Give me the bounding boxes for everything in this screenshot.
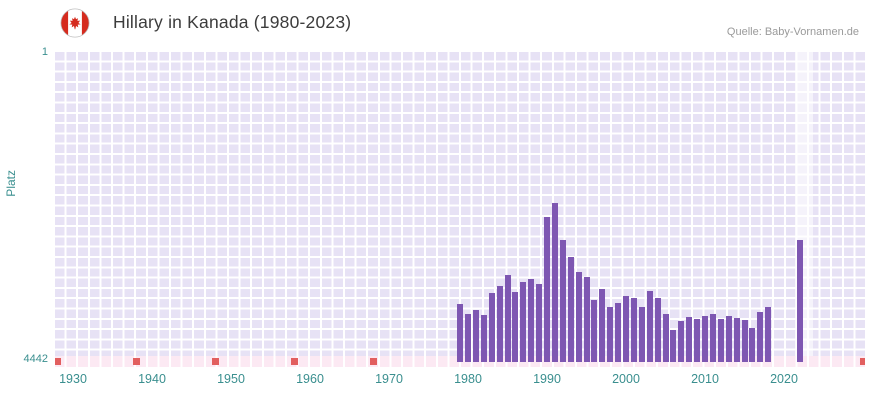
bar-1999[interactable] xyxy=(615,303,622,362)
y-tick-top: 1 xyxy=(41,46,48,58)
bar-1982[interactable] xyxy=(480,315,487,362)
bar-2008[interactable] xyxy=(686,317,693,362)
page-title: Hillary in Kanada (1980-2023) xyxy=(113,12,352,32)
bar-1994[interactable] xyxy=(575,272,582,362)
canada-flag-icon xyxy=(60,8,90,38)
bar-2016[interactable] xyxy=(749,328,756,362)
baseline-mark-1938 xyxy=(133,358,141,365)
x-tick-1990: 1990 xyxy=(533,372,561,386)
bar-1998[interactable] xyxy=(607,307,614,362)
bar-2000[interactable] xyxy=(623,296,629,362)
bar-1986[interactable] xyxy=(512,292,519,362)
baseline-mark-1948 xyxy=(212,358,220,365)
bar-2011[interactable] xyxy=(709,314,716,362)
x-tick-2000: 2000 xyxy=(612,372,640,386)
bar-1995[interactable] xyxy=(583,277,590,362)
bar-2009[interactable] xyxy=(694,319,701,362)
bar-2002[interactable] xyxy=(638,307,645,362)
bar-2022[interactable] xyxy=(796,240,803,362)
bar-1987[interactable] xyxy=(520,282,527,362)
baseline-mark-1958 xyxy=(291,358,299,365)
bar-1979[interactable] xyxy=(457,304,464,362)
bar-2004[interactable] xyxy=(654,298,661,362)
bar-1980[interactable] xyxy=(465,314,471,362)
y-axis-label: Platz xyxy=(4,170,18,197)
y-tick-bottom: 4442 xyxy=(23,353,48,365)
bar-2005[interactable] xyxy=(662,314,669,362)
x-tick-1970: 1970 xyxy=(375,372,403,386)
bar-2013[interactable] xyxy=(725,316,732,362)
x-tick-1930: 1930 xyxy=(59,372,87,386)
bar-1991[interactable] xyxy=(551,203,558,362)
bar-2015[interactable] xyxy=(741,320,748,362)
source-label: Quelle: Baby-Vornamen.de xyxy=(726,26,859,38)
bar-2010[interactable] xyxy=(702,316,708,362)
bar-1988[interactable] xyxy=(528,279,535,362)
x-tick-2010: 2010 xyxy=(691,372,719,386)
bar-1993[interactable] xyxy=(567,257,574,362)
bar-1997[interactable] xyxy=(599,289,606,362)
bar-2012[interactable] xyxy=(717,319,724,362)
x-tick-2020: 2020 xyxy=(770,372,798,386)
bar-1992[interactable] xyxy=(559,240,566,362)
bar-1981[interactable] xyxy=(472,310,479,362)
bar-2001[interactable] xyxy=(630,298,637,362)
bar-1996[interactable] xyxy=(591,300,598,362)
bar-1983[interactable] xyxy=(488,293,495,362)
bar-1989[interactable] xyxy=(536,284,543,362)
bars-layer xyxy=(55,52,865,362)
bar-1984[interactable] xyxy=(496,286,503,362)
bar-2018[interactable] xyxy=(765,307,772,362)
bar-2014[interactable] xyxy=(733,318,740,362)
x-axis-ticks: 1930 1940 1950 1960 1970 1980 1990 2000 2010 2020 xyxy=(55,372,865,394)
bar-1985[interactable] xyxy=(504,275,511,362)
x-tick-1980: 1980 xyxy=(454,372,482,386)
bar-2017[interactable] xyxy=(757,312,764,362)
baseline-mark-1928 xyxy=(55,358,62,365)
bar-2006[interactable] xyxy=(670,330,677,362)
x-tick-1940: 1940 xyxy=(138,372,166,386)
bar-1990[interactable] xyxy=(544,217,550,362)
bar-2003[interactable] xyxy=(646,291,653,362)
baseline-mark-2030 xyxy=(860,358,865,365)
x-tick-1950: 1950 xyxy=(217,372,245,386)
x-tick-1960: 1960 xyxy=(296,372,324,386)
bar-2007[interactable] xyxy=(678,321,685,362)
baseline-mark-1968 xyxy=(370,358,378,365)
